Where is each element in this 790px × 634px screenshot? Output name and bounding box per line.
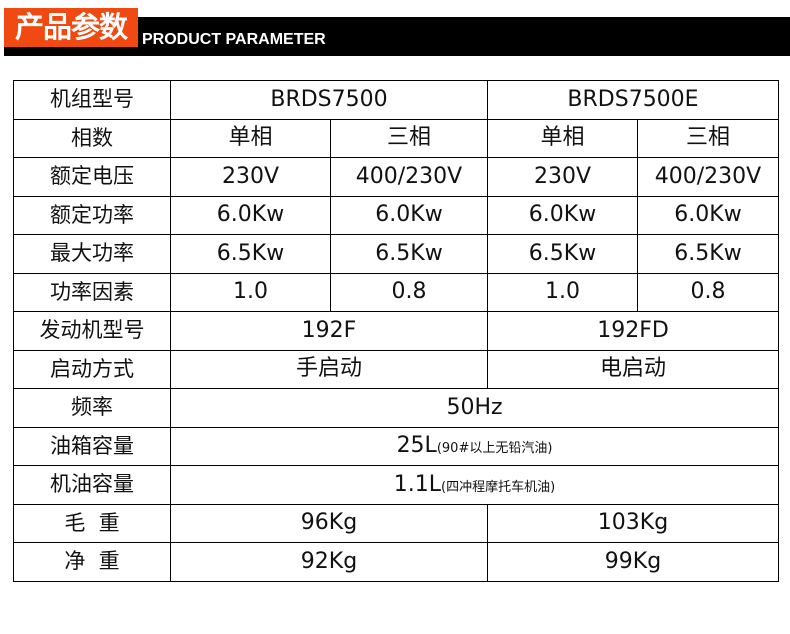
- row-label: 额定电压: [13, 157, 171, 197]
- note: (四冲程摩托车机油): [441, 479, 556, 495]
- row-label: 功率因素: [13, 272, 171, 312]
- cell: 三相: [637, 118, 779, 158]
- cell: 电启动: [487, 349, 779, 389]
- cell: 1.1L(四冲程摩托车机油): [170, 465, 779, 505]
- table-row: 最大功率 6.5Kw 6.5Kw 6.5Kw 6.5Kw: [13, 234, 779, 274]
- row-label: 发动机型号: [13, 311, 171, 351]
- table-row: 油箱容量 25L(90#以上无铅汽油): [13, 426, 779, 466]
- cell: 25L(90#以上无铅汽油): [170, 426, 779, 466]
- cell: 50Hz: [170, 388, 779, 428]
- value: 1.1L: [393, 471, 442, 497]
- row-label: 机油容量: [13, 465, 171, 505]
- cell: 6.0Kw: [170, 195, 331, 235]
- table-row: 机组型号 BRDS7500 BRDS7500E: [13, 80, 779, 120]
- cell: 92Kg: [170, 542, 488, 582]
- cell: 230V: [170, 157, 331, 197]
- row-label: 最大功率: [13, 234, 171, 274]
- cell: 6.5Kw: [330, 234, 488, 274]
- cell: 400/230V: [330, 157, 488, 197]
- cell: 6.0Kw: [487, 195, 638, 235]
- parameter-table: 机组型号 BRDS7500 BRDS7500E 相数 单相 三相 单相 三相 额…: [13, 80, 779, 582]
- cell: 三相: [330, 118, 488, 158]
- value: 25L: [396, 433, 437, 459]
- cell: 99Kg: [487, 542, 779, 582]
- table-row: 相数 单相 三相 单相 三相: [13, 118, 779, 158]
- cell: 192F: [170, 311, 488, 351]
- row-label: 机组型号: [13, 80, 171, 120]
- table-row: 功率因素 1.0 0.8 1.0 0.8: [13, 272, 779, 312]
- cell: 单相: [170, 118, 331, 158]
- cell: 230V: [487, 157, 638, 197]
- table-row: 发动机型号 192F 192FD: [13, 311, 779, 351]
- table-row: 频率 50Hz: [13, 388, 779, 428]
- model-cell: BRDS7500E: [487, 80, 779, 120]
- row-label: 净 重: [13, 542, 171, 582]
- model-cell: BRDS7500: [170, 80, 488, 120]
- cell: 96Kg: [170, 503, 488, 543]
- cell: 1.0: [487, 272, 638, 312]
- cell: 6.5Kw: [637, 234, 779, 274]
- cell: 0.8: [330, 272, 488, 312]
- cell: 103Kg: [487, 503, 779, 543]
- row-label: 启动方式: [13, 349, 171, 389]
- cell: 6.5Kw: [487, 234, 638, 274]
- table-row: 净 重 92Kg 99Kg: [13, 542, 779, 582]
- cell: 6.0Kw: [330, 195, 488, 235]
- table-row: 机油容量 1.1L(四冲程摩托车机油): [13, 465, 779, 505]
- cell: 1.0: [170, 272, 331, 312]
- table-row: 启动方式 手启动 电启动: [13, 349, 779, 389]
- row-label: 额定功率: [13, 195, 171, 235]
- cell: 0.8: [637, 272, 779, 312]
- cell: 手启动: [170, 349, 488, 389]
- cell: 6.0Kw: [637, 195, 779, 235]
- table-row: 额定电压 230V 400/230V 230V 400/230V: [13, 157, 779, 197]
- cell: 192FD: [487, 311, 779, 351]
- cell: 6.5Kw: [170, 234, 331, 274]
- note: (90#以上无铅汽油): [436, 441, 553, 457]
- cell: 单相: [487, 118, 638, 158]
- header-title-cn: 产品参数: [4, 8, 138, 47]
- row-label: 毛 重: [13, 503, 171, 543]
- table-row: 毛 重 96Kg 103Kg: [13, 503, 779, 543]
- row-label: 油箱容量: [13, 426, 171, 466]
- table-row: 额定功率 6.0Kw 6.0Kw 6.0Kw 6.0Kw: [13, 195, 779, 235]
- cell: 400/230V: [637, 157, 779, 197]
- header-title-en: PRODUCT PARAMETER: [142, 31, 326, 48]
- row-label: 相数: [13, 118, 171, 158]
- row-label: 频率: [13, 388, 171, 428]
